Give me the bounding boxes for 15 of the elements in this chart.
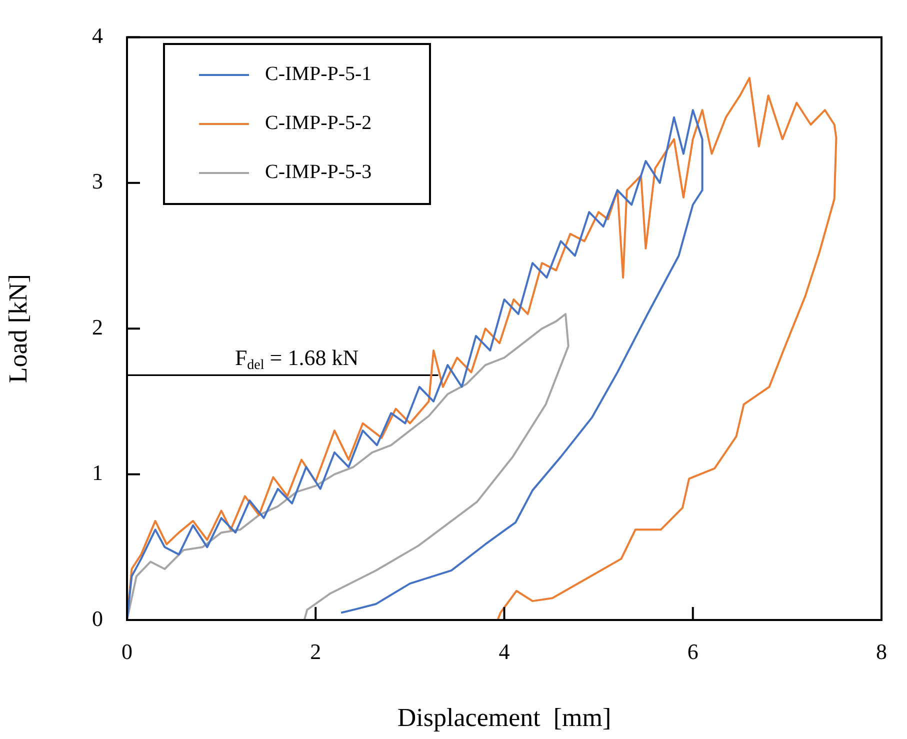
y-tick-label: 0 [92, 606, 103, 631]
y-axis-title: Load [kN] [3, 274, 32, 384]
legend-label: C-IMP-P-5-2 [265, 112, 372, 135]
legend-label: C-IMP-P-5-3 [265, 161, 372, 184]
x-tick-label: 0 [122, 638, 132, 664]
y-tick-label: 2 [92, 314, 103, 340]
legend-label: C-IMP-P-5-1 [265, 63, 372, 86]
y-tick-label: 4 [92, 22, 103, 48]
y-tick-label: 3 [92, 168, 103, 194]
x-tick-label: 8 [876, 638, 887, 664]
x-tick-label: 4 [498, 638, 510, 664]
x-tick-label: 6 [687, 638, 698, 664]
x-axis-title: Displacement [mm] [397, 703, 612, 732]
x-tick-label: 2 [310, 638, 322, 664]
y-tick-label: 1 [92, 460, 103, 486]
